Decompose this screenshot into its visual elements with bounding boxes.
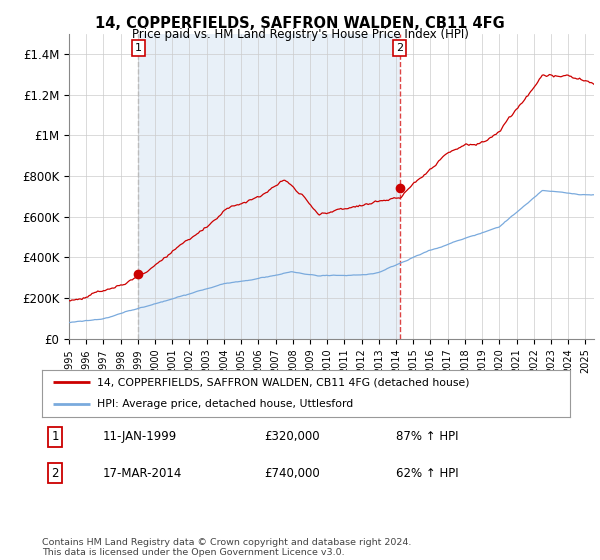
Text: 62% ↑ HPI: 62% ↑ HPI [396, 466, 458, 479]
Text: 14, COPPERFIELDS, SAFFRON WALDEN, CB11 4FG: 14, COPPERFIELDS, SAFFRON WALDEN, CB11 4… [95, 16, 505, 31]
Text: 87% ↑ HPI: 87% ↑ HPI [396, 431, 458, 444]
Text: 14, COPPERFIELDS, SAFFRON WALDEN, CB11 4FG (detached house): 14, COPPERFIELDS, SAFFRON WALDEN, CB11 4… [97, 377, 470, 388]
Text: HPI: Average price, detached house, Uttlesford: HPI: Average price, detached house, Uttl… [97, 399, 353, 409]
Text: 17-MAR-2014: 17-MAR-2014 [103, 466, 182, 479]
Text: 2: 2 [396, 43, 403, 53]
Text: 2: 2 [52, 466, 59, 479]
Text: £740,000: £740,000 [264, 466, 320, 479]
Text: 1: 1 [52, 431, 59, 444]
Text: 1: 1 [135, 43, 142, 53]
Text: Price paid vs. HM Land Registry's House Price Index (HPI): Price paid vs. HM Land Registry's House … [131, 28, 469, 41]
Bar [139, 34, 400, 339]
Text: £320,000: £320,000 [264, 431, 319, 444]
Text: Contains HM Land Registry data © Crown copyright and database right 2024.
This d: Contains HM Land Registry data © Crown c… [42, 538, 412, 557]
Text: 11-JAN-1999: 11-JAN-1999 [103, 431, 177, 444]
